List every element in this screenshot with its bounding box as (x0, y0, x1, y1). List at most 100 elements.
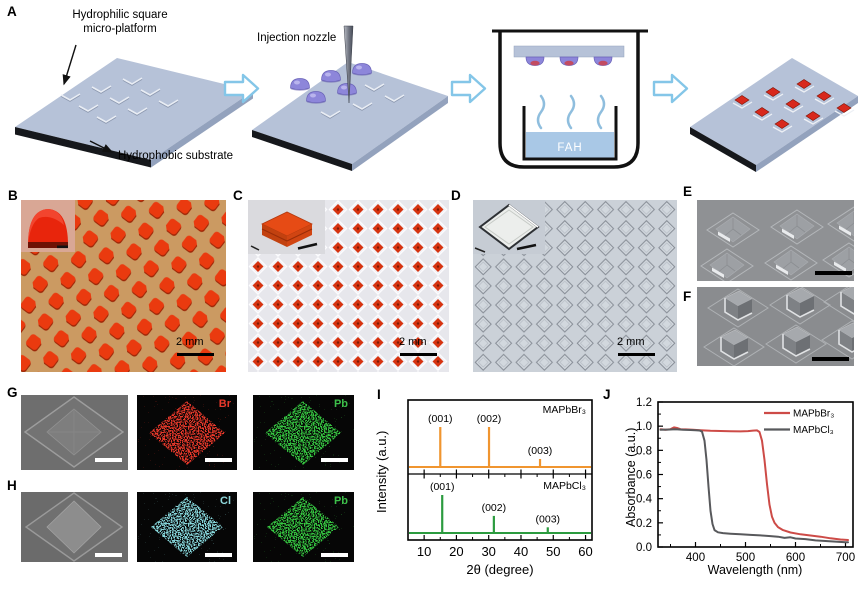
panel-d-scale-bar (618, 353, 655, 356)
fah-bath-label: FAH (557, 142, 583, 154)
panel-g-eds-pb-map (253, 395, 354, 470)
panel-f-scale-bar (812, 357, 849, 361)
panel-b-scale-bar (177, 353, 214, 356)
substrate-annotation-arrow (89, 140, 114, 153)
platform-annotation-arrow (62, 44, 77, 86)
panel-j-absorbance-chart: 400 500 600 700 0.0 0.2 0.4 0.6 0.8 1.0 1.2 MAPbBr₃… (636, 397, 855, 564)
panel-h-pb-scale-bar (321, 553, 348, 557)
injection-nozzle (343, 25, 354, 104)
svg-text:30: 30 (481, 544, 495, 559)
vapor-squiggles (536, 94, 606, 130)
svg-text:1.0: 1.0 (636, 421, 652, 433)
panel-h-label: H (7, 478, 17, 493)
absorbance-x-axis-label: Wavelength (nm) (707, 563, 803, 577)
svg-text:(003): (003) (528, 445, 553, 457)
svg-text:10: 10 (417, 544, 431, 559)
svg-text:MAPbBr₃: MAPbBr₃ (543, 404, 586, 416)
xrd-x-axis-label: 2θ (degree) (466, 562, 534, 577)
panel-b-label: B (8, 188, 18, 203)
panel-g-label: G (7, 385, 18, 400)
svg-text:(001): (001) (430, 481, 455, 493)
platform-marks-shadow (60, 78, 179, 124)
panel-h-cl-scale-bar (205, 553, 232, 557)
panel-d-inset (473, 200, 545, 254)
inner-vessel (522, 106, 618, 161)
svg-text:MAPbCl₃: MAPbCl₃ (793, 425, 834, 436)
panel-d-photo (473, 200, 677, 372)
platform-marks-shadow (320, 84, 405, 119)
panel-e-sem (697, 200, 854, 281)
svg-text:1.2: 1.2 (636, 397, 652, 409)
svg-text:50: 50 (546, 544, 560, 559)
substrate-1 (15, 58, 253, 168)
panel-e-label: E (683, 184, 693, 199)
eds-br-label: Br (218, 398, 231, 410)
panel-i-xrd-chart: 10 20 30 40 50 60 (001) (002) (003) MAPbBr₃ (001) (… (407, 399, 593, 559)
platform-marks (732, 85, 855, 133)
panel-e-scale-bar (815, 271, 852, 275)
svg-text:60: 60 (578, 544, 592, 559)
panel-c-label: C (233, 188, 243, 203)
svg-text:0.8: 0.8 (636, 445, 652, 457)
substrate-4 (690, 58, 858, 172)
panel-g-sem (21, 395, 128, 470)
panel-j-label: J (603, 387, 611, 402)
inverted-substrate (513, 45, 625, 58)
platform-marks (320, 83, 405, 118)
substrate-2 (252, 62, 448, 171)
fah-liquid (526, 132, 614, 158)
svg-text:MAPbCl₃: MAPbCl₃ (543, 480, 586, 492)
svg-text:500: 500 (736, 552, 755, 564)
panel-c-photo (248, 200, 449, 372)
panel-g-sem-scale-bar (95, 458, 122, 462)
substrate-annotation: Hydrophobic substrate (118, 150, 234, 162)
panel-i-label: I (377, 387, 381, 402)
panel-g-eds-br-map (137, 395, 237, 470)
panel-h-sem (21, 492, 128, 562)
panel-g-br-scale-bar (205, 458, 232, 462)
panel-d-scale-bar-text: 2 mm (617, 336, 645, 348)
svg-text:(003): (003) (536, 513, 561, 525)
svg-text:0.4: 0.4 (636, 494, 653, 506)
panel-b-photo (21, 200, 226, 372)
platform-marks (60, 77, 179, 123)
panel-f-label: F (683, 289, 692, 304)
svg-text:0.6: 0.6 (636, 470, 652, 482)
svg-text:(002): (002) (477, 413, 502, 425)
panel-c-inset (248, 200, 325, 254)
nozzle-annotation: Injection nozzle (257, 32, 337, 44)
panel-b-inset (21, 200, 75, 252)
eds-cl-label: Cl (220, 495, 231, 507)
panel-c-scale-bar (400, 353, 437, 356)
crystal-squares (734, 79, 852, 129)
process-arrow-3 (652, 73, 689, 104)
svg-text:0.0: 0.0 (636, 542, 652, 554)
inset-scale-bar (57, 245, 68, 249)
panel-g-pb-scale-bar (321, 458, 348, 462)
svg-text:(001): (001) (428, 413, 453, 425)
panel-a-label: A (7, 4, 17, 19)
svg-text:400: 400 (686, 552, 705, 564)
panel-f-sem (697, 287, 854, 366)
xrd-y-axis-label: Intensity (a.u.) (374, 430, 389, 514)
svg-text:0.2: 0.2 (636, 518, 652, 530)
panel-h-sem-scale-bar (95, 553, 122, 557)
panel-h-eds-pb-map (253, 492, 354, 562)
process-arrow-2 (450, 73, 487, 104)
svg-text:700: 700 (836, 552, 855, 564)
panel-h-eds-cl-map (137, 492, 237, 562)
svg-text:MAPbBr₃: MAPbBr₃ (793, 409, 834, 420)
svg-text:20: 20 (449, 544, 463, 559)
process-arrow-1 (223, 73, 260, 104)
vapor-bath-beaker (492, 29, 648, 169)
eds-pb-label-h: Pb (333, 495, 348, 507)
panel-c-scale-bar-text: 2 mm (399, 336, 427, 348)
svg-text:40: 40 (514, 544, 528, 559)
absorbance-y-axis-label: Absorbance (a.u.) (624, 427, 638, 528)
panel-b-scale-bar-text: 2 mm (176, 336, 204, 348)
svg-text:600: 600 (786, 552, 805, 564)
inset-scale-bar (297, 242, 318, 250)
svg-text:(002): (002) (482, 502, 507, 514)
panel-d-label: D (451, 188, 461, 203)
